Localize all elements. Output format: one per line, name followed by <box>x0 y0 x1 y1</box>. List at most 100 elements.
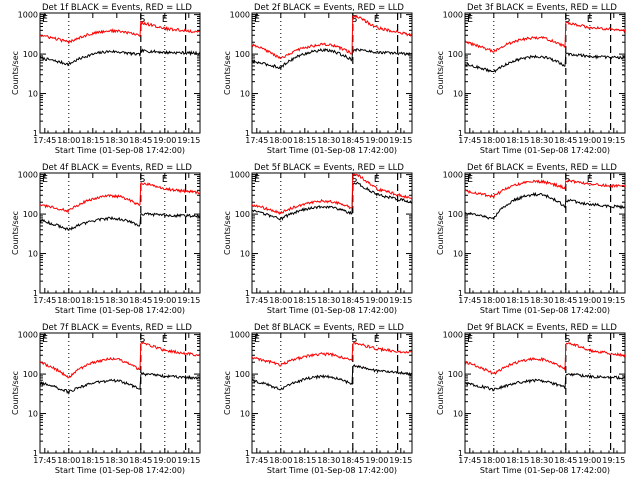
series-lld-line <box>252 341 412 367</box>
x-tick-label: 18:15 <box>81 136 104 145</box>
x-tick-label: 19:15 <box>389 296 412 305</box>
x-tick-label: 18:45 <box>554 136 577 145</box>
y-tick-label: 10 <box>240 90 250 99</box>
y-axis-label: Counts/sec <box>223 51 232 95</box>
x-tick-label: 18:30 <box>530 296 553 305</box>
y-tick-label: 10 <box>453 410 463 419</box>
series-events-line <box>252 364 412 391</box>
x-tick-label: 18:15 <box>293 296 316 305</box>
x-tick-label: 18:30 <box>317 456 340 465</box>
y-tick-label: 100 <box>235 50 250 59</box>
y-tick-label: 100 <box>23 370 38 379</box>
marker-s: S <box>139 14 145 25</box>
x-tick-label: 17:45 <box>458 296 481 305</box>
x-tick-label: 18:00 <box>269 456 292 465</box>
x-tick-label: 19:15 <box>602 456 625 465</box>
y-tick-label: 1000 <box>443 331 463 340</box>
y-tick-label: 100 <box>448 370 463 379</box>
marker-e: E <box>587 334 593 345</box>
x-tick-label: 18:00 <box>269 296 292 305</box>
marker-s: S <box>564 174 570 185</box>
x-tick-label: 18:15 <box>506 456 529 465</box>
x-tick-label: 17:45 <box>33 296 56 305</box>
y-tick-label: 10 <box>28 90 38 99</box>
x-tick-label: 19:00 <box>365 456 388 465</box>
x-tick-label: 19:00 <box>578 456 601 465</box>
y-tick-label: 100 <box>448 50 463 59</box>
plot-frame <box>39 332 201 454</box>
marker-start-e: E <box>254 174 260 185</box>
x-tick-label: 18:30 <box>530 456 553 465</box>
panel-title: Det 3f BLACK = Events, RED = LLD <box>467 3 617 13</box>
x-tick-label: 19:15 <box>177 456 200 465</box>
x-tick-label: 19:15 <box>602 136 625 145</box>
series-lld-line <box>465 342 625 375</box>
plot-frame <box>464 172 626 294</box>
panel-title: Det 9f BLACK = Events, RED = LLD <box>467 323 617 333</box>
panel-title: Det 8f BLACK = Events, RED = LLD <box>254 323 404 333</box>
x-tick-label: 19:00 <box>365 296 388 305</box>
series-events-line <box>40 371 200 395</box>
x-tick-label: 18:00 <box>482 136 505 145</box>
x-tick-label: 18:45 <box>341 136 364 145</box>
y-tick-label: 100 <box>235 210 250 219</box>
x-tick-label: 18:30 <box>317 136 340 145</box>
series-lld-line <box>465 21 625 53</box>
x-tick-label: 18:45 <box>554 456 577 465</box>
marker-e: E <box>374 14 380 25</box>
x-tick-label: 18:45 <box>129 136 152 145</box>
y-axis-label: Counts/sec <box>436 371 445 415</box>
y-tick-label: 1 <box>458 449 463 458</box>
series-lld-line <box>40 20 200 45</box>
marker-s: S <box>139 174 145 185</box>
marker-e: E <box>374 334 380 345</box>
marker-e: E <box>374 174 380 185</box>
x-axis-label: Start Time (01-Sep-08 17:42:00) <box>480 306 610 315</box>
x-tick-label: 17:45 <box>458 136 481 145</box>
series-events-line <box>40 212 200 231</box>
series-lld-line <box>252 14 412 59</box>
y-tick-label: 10 <box>453 90 463 99</box>
series-events-line <box>252 47 412 71</box>
y-tick-label: 10 <box>453 250 463 259</box>
panel-title: Det 7f BLACK = Events, RED = LLD <box>42 323 192 333</box>
y-tick-label: 10 <box>240 250 250 259</box>
x-tick-label: 17:45 <box>33 136 56 145</box>
y-axis-label: Counts/sec <box>11 51 20 95</box>
marker-s: S <box>351 174 357 185</box>
x-tick-label: 18:15 <box>293 456 316 465</box>
series-events-line <box>252 181 412 221</box>
plot-frame <box>464 12 626 134</box>
x-axis-label: Start Time (01-Sep-08 17:42:00) <box>55 466 185 475</box>
x-tick-label: 18:45 <box>129 456 152 465</box>
y-tick-label: 1 <box>33 129 38 138</box>
x-tick-label: 18:00 <box>57 456 80 465</box>
marker-start-e: E <box>42 174 48 185</box>
y-tick-label: 100 <box>448 210 463 219</box>
x-tick-label: 18:00 <box>269 136 292 145</box>
x-tick-label: 17:45 <box>33 456 56 465</box>
x-tick-label: 18:30 <box>317 296 340 305</box>
x-tick-label: 17:45 <box>245 296 268 305</box>
y-tick-label: 1000 <box>230 11 250 20</box>
marker-start-e: E <box>254 334 260 345</box>
x-tick-label: 18:00 <box>57 296 80 305</box>
y-tick-label: 1 <box>33 449 38 458</box>
y-tick-label: 1000 <box>18 331 38 340</box>
plot-frame <box>39 172 201 294</box>
marker-e: E <box>162 334 168 345</box>
x-tick-label: 18:45 <box>341 456 364 465</box>
x-tick-label: 18:00 <box>482 296 505 305</box>
y-tick-label: 1 <box>458 289 463 298</box>
y-tick-label: 100 <box>23 50 38 59</box>
marker-e: E <box>162 14 168 25</box>
y-axis-label: Counts/sec <box>11 371 20 415</box>
y-axis-label: Counts/sec <box>436 51 445 95</box>
marker-e: E <box>587 14 593 25</box>
